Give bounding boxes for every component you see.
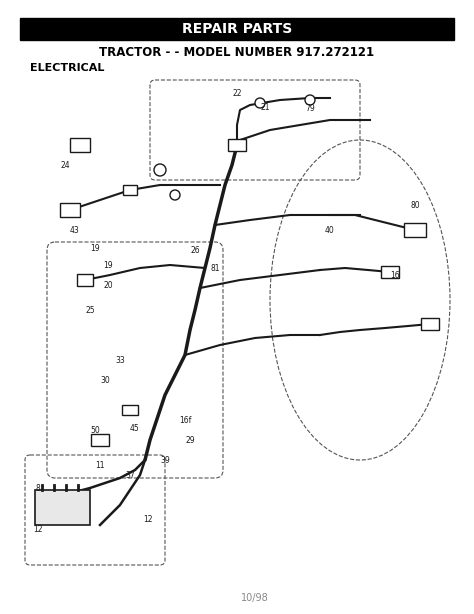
Text: 16: 16 [390, 271, 400, 279]
Bar [35, 490, 90, 525]
Text: REPAIR PARTS: REPAIR PARTS [182, 22, 292, 36]
Circle shape [255, 98, 265, 108]
Text: 22: 22 [232, 88, 242, 98]
Text: 19: 19 [103, 260, 113, 270]
Circle shape [305, 95, 315, 105]
Text: ELECTRICAL: ELECTRICAL [30, 63, 104, 73]
Bar [381, 266, 399, 278]
Bar [123, 185, 137, 195]
Text: 8: 8 [36, 483, 40, 492]
Text: TRACTOR - - MODEL NUMBER 917.272121: TRACTOR - - MODEL NUMBER 917.272121 [100, 45, 374, 58]
Text: 10/98: 10/98 [241, 593, 269, 603]
Text: 30: 30 [100, 376, 110, 384]
Text: 21: 21 [260, 103, 270, 112]
Text: 80: 80 [410, 201, 420, 209]
Text: 20: 20 [103, 281, 113, 289]
Text: 24: 24 [60, 160, 70, 169]
Bar [70, 138, 90, 152]
Text: 12: 12 [143, 516, 153, 524]
Bar [122, 405, 138, 415]
Text: 12: 12 [33, 526, 43, 535]
Bar [20, 18, 454, 40]
Bar [77, 274, 93, 286]
Text: 39: 39 [160, 456, 170, 465]
Text: 33: 33 [115, 356, 125, 365]
Bar [421, 318, 439, 330]
Text: 25: 25 [85, 306, 95, 314]
Text: 29: 29 [185, 435, 195, 445]
Text: 19: 19 [90, 244, 100, 252]
Text: 43: 43 [70, 225, 80, 235]
Text: 81: 81 [210, 263, 220, 273]
Text: 79: 79 [305, 104, 315, 112]
Bar [91, 434, 109, 446]
Bar [228, 139, 246, 151]
Text: 11: 11 [95, 460, 105, 470]
Text: 45: 45 [130, 424, 140, 432]
Text: 37: 37 [125, 470, 135, 480]
Bar [404, 223, 426, 237]
Text: 26: 26 [190, 246, 200, 254]
Text: 16f: 16f [179, 416, 191, 424]
Text: 40: 40 [325, 225, 335, 235]
Circle shape [154, 164, 166, 176]
Text: 50: 50 [90, 426, 100, 435]
Circle shape [170, 190, 180, 200]
Bar [60, 203, 80, 217]
